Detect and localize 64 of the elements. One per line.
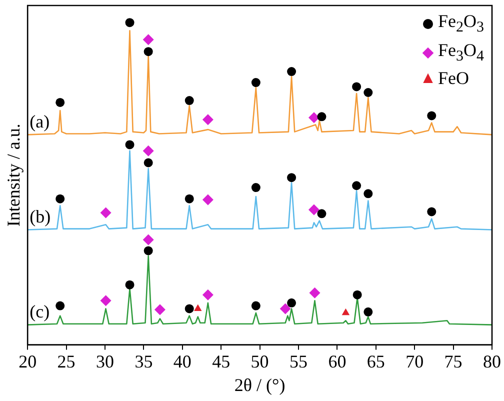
x-tick-label: 80 (483, 351, 501, 372)
point (100, 295, 112, 306)
legend-label: Fe$_{3}$O$_{4}$ (438, 38, 484, 66)
x-tick-label: 20 (18, 351, 37, 372)
x-tick-label: 65 (366, 351, 385, 372)
x-tick-label: 40 (173, 351, 192, 372)
x-tick-label: 50 (250, 351, 269, 372)
point (202, 114, 214, 126)
legend-label: FeO (438, 67, 469, 90)
point (287, 298, 296, 308)
x-tick-label: 70 (406, 351, 424, 372)
series-label: (a) (30, 111, 50, 132)
point (184, 304, 194, 314)
point (352, 82, 362, 92)
x-axis-title: 2θ / (°) (234, 374, 286, 395)
point (352, 181, 362, 190)
x-tick-label: 60 (328, 351, 346, 372)
point (352, 290, 362, 300)
legend-label: Fe$_{2}$O$_{3}$ (438, 10, 484, 38)
point (125, 280, 134, 290)
point (56, 301, 65, 310)
point (144, 158, 153, 168)
point (56, 98, 65, 107)
point (427, 111, 436, 120)
point (125, 140, 134, 150)
point (144, 246, 153, 256)
y-axis-title: Intensity / a.u. (4, 124, 24, 227)
point (184, 194, 194, 204)
point (125, 18, 134, 28)
point (317, 112, 326, 122)
point (342, 308, 350, 316)
x-tick-label: 75 (444, 351, 462, 372)
x-tick-label: 35 (134, 351, 153, 372)
point (154, 304, 166, 316)
point (308, 112, 320, 124)
point (308, 204, 320, 216)
point (309, 287, 320, 298)
point (56, 194, 65, 204)
x-tick-label: 45 (212, 351, 230, 372)
point (287, 173, 296, 182)
point (142, 34, 154, 46)
point (100, 207, 112, 218)
point (144, 47, 153, 56)
point (280, 303, 291, 314)
x-tick-label: 55 (290, 351, 308, 372)
point (364, 189, 373, 198)
point (364, 88, 373, 97)
series-label: (c) (30, 302, 50, 322)
point (427, 207, 436, 216)
point (251, 78, 260, 88)
point (142, 234, 154, 246)
point (317, 209, 326, 218)
point (184, 96, 194, 106)
point (287, 67, 296, 76)
point (202, 289, 214, 300)
point (142, 145, 154, 156)
series-label: (b) (30, 206, 51, 226)
point (202, 194, 214, 206)
point (194, 304, 202, 311)
point (251, 183, 260, 192)
x-tick-label: 25 (57, 351, 76, 372)
point (251, 301, 260, 310)
x-tick-label: 30 (96, 351, 114, 372)
point (364, 307, 373, 316)
